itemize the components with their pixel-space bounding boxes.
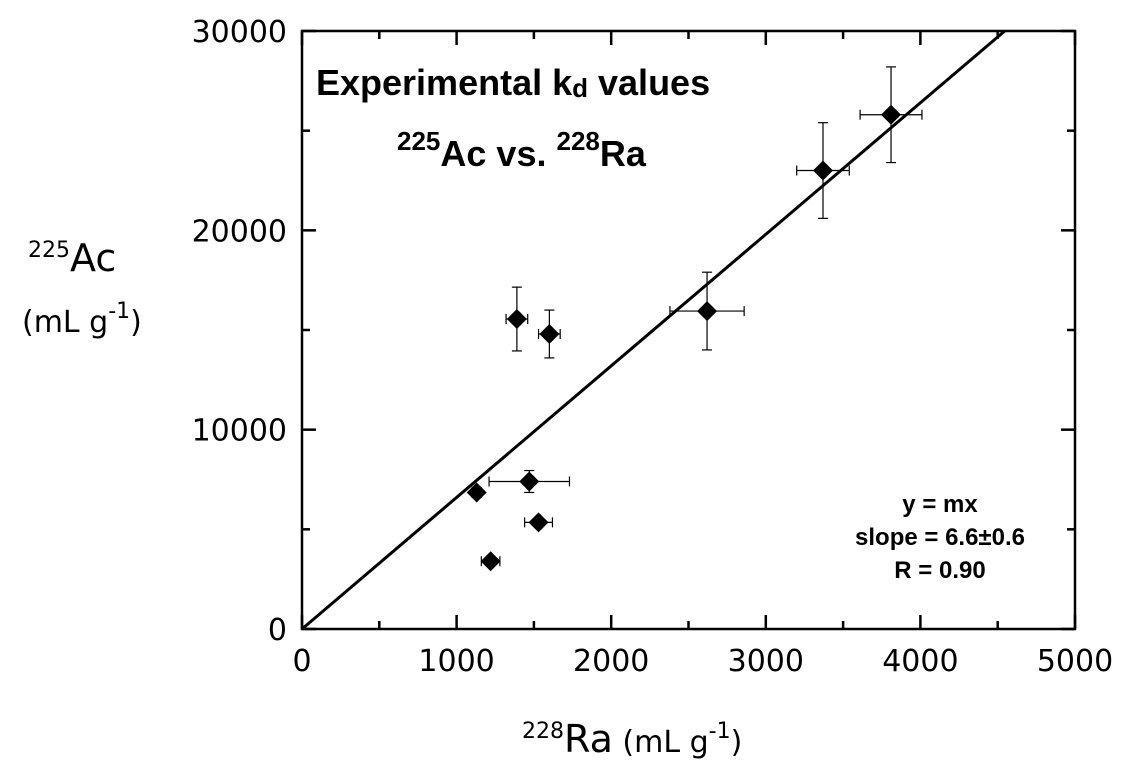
diamond-marker: [539, 323, 560, 344]
x-tick-label: 1000: [418, 644, 494, 679]
x-tick-labels: 0 1000 2000 3000 4000 5000: [292, 644, 1113, 679]
x-tick-label: 2000: [573, 644, 649, 679]
y-tick-labels: 0 10000 20000 30000: [192, 15, 287, 648]
data-point: [669, 271, 745, 351]
data-point: [466, 482, 487, 503]
x-tick-label: 5000: [1037, 644, 1113, 679]
data-point: [480, 551, 501, 572]
diamond-marker: [528, 512, 549, 533]
chart-title: Experimental kd values: [316, 62, 710, 103]
chart-subtitle: 225Ac vs. 228Ra: [397, 126, 647, 174]
diamond-marker: [519, 471, 540, 492]
data-points: [466, 66, 923, 572]
data-point: [524, 512, 554, 533]
fit-slope: slope = 6.6±0.6: [855, 524, 1025, 551]
x-tick-label: 3000: [728, 644, 804, 679]
fit-equation: y = mx: [902, 491, 978, 518]
diamond-marker: [813, 160, 834, 181]
data-point: [488, 469, 571, 494]
axis-ticks: [300, 29, 1077, 631]
diamond-marker: [881, 104, 902, 125]
data-point: [505, 286, 529, 352]
y-tick-label: 20000: [192, 214, 287, 249]
diamond-marker: [466, 482, 487, 503]
data-point: [796, 122, 850, 219]
x-tick-label: 4000: [882, 644, 958, 679]
x-axis-label: 228Ra (mL g-1): [522, 717, 742, 761]
diamond-marker: [697, 301, 718, 322]
y-tick-label: 0: [268, 613, 287, 648]
y-axis-label: 225Ac: [28, 236, 116, 280]
diamond-marker: [480, 551, 501, 572]
y-tick-label: 10000: [192, 414, 287, 449]
fit-line: [301, 29, 1006, 631]
y-axis-unit: (mL g-1): [22, 299, 142, 340]
diamond-marker: [506, 309, 527, 330]
data-point: [859, 66, 923, 164]
y-tick-label: 30000: [192, 15, 287, 50]
x-tick-label: 0: [292, 644, 311, 679]
data-point: [537, 309, 561, 359]
fit-r-value: R = 0.90: [894, 557, 985, 584]
